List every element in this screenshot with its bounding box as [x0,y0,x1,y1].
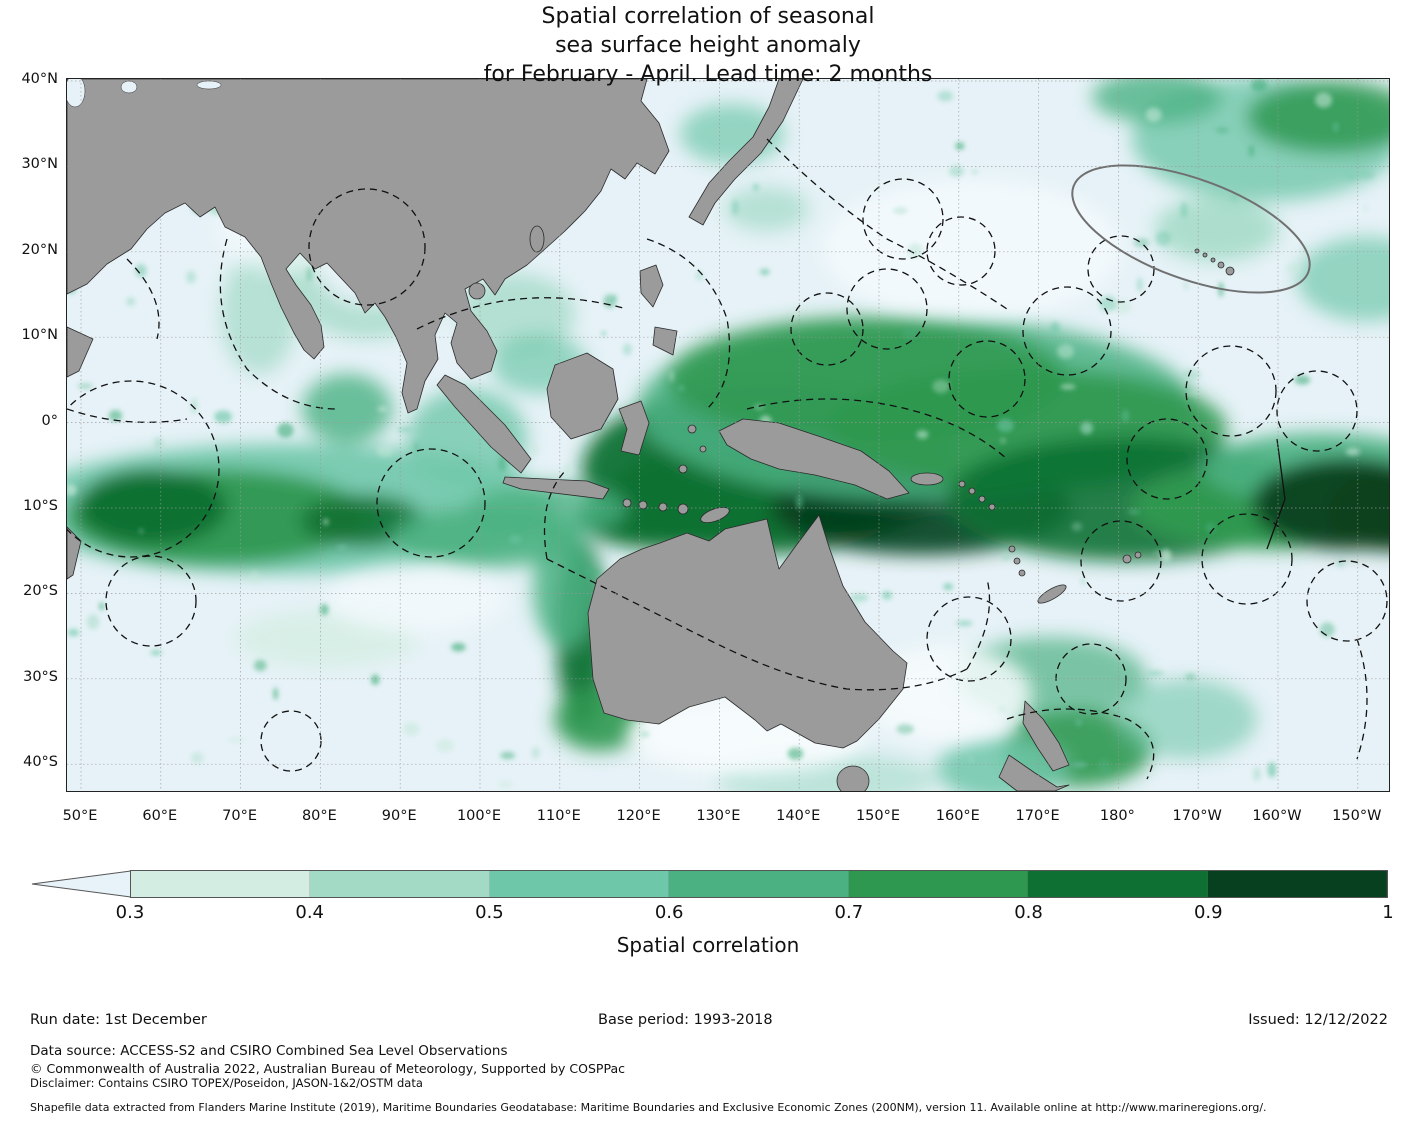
x-tick-label: 160°W [1252,808,1302,824]
y-tick-label: 20°S [23,583,58,600]
colorbar-tick-label: 0.4 [295,902,325,923]
x-tick-label: 120°E [616,808,661,824]
hawaii-eez-outline [1071,164,1311,294]
x-tick-label: 170°E [1015,808,1060,824]
x-tick-label: 130°E [696,808,741,824]
title-line-3: for February - April. Lead time: 2 month… [483,62,933,87]
speckle-texture-layer [67,79,1375,788]
land-sulawesi [618,400,650,456]
x-tick-label: 150°W [1332,808,1382,824]
land-australia [587,514,908,749]
land-java [502,476,610,500]
y-tick-label: 0° [41,412,58,429]
colorbar-segment [669,871,849,897]
x-tick-label: 150°E [855,808,901,824]
land-borneo [546,352,619,440]
land-madagascar [67,526,82,580]
colorbar: 0.3 0.4 0.5 0.6 0.7 0.8 0.9 1 [30,870,1394,923]
y-tick-label: 30°S [23,668,58,685]
colorbar-segment [131,871,311,897]
land-tasmania [836,765,870,791]
colorbar-min-arrow [31,870,131,898]
data-source-text: Data source: ACCESS-S2 and CSIRO Combine… [30,1043,508,1059]
y-tick-label: 10°S [23,498,58,514]
land-layer [67,79,1235,791]
x-tick-label: 180° [1099,808,1135,824]
colorbar-segment [848,871,1029,897]
issued-date-text: Issued: 12/12/2022 [1248,1012,1388,1028]
x-tick-label: 110°E [536,808,581,824]
land-asia [67,79,670,414]
colorbar-tick-label: 0.8 [1014,902,1043,923]
colorbar-tick-label: 0.5 [475,902,504,923]
land-nz-north-island [1022,700,1070,772]
colorbar-tick-label: 0.6 [654,902,684,923]
graticule-layer [67,79,1389,791]
y-tick-label: 10°N [21,327,58,344]
colorbar-segment [1028,871,1208,897]
colorbar-segment [489,871,670,897]
x-tick-label: 160°E [935,808,980,824]
title-line-1: Spatial correlation of seasonal [541,4,875,29]
land-new-britain [910,472,944,486]
land-sumatra [436,374,532,474]
colorbar-segments [130,870,1388,898]
colorbar-segment [1207,871,1387,897]
x-tick-label: 60°E [142,808,178,824]
land-new-guinea [718,418,910,500]
colorbar-tick-label: 0.3 [115,902,145,923]
lake-caspian [67,79,86,108]
x-tick-label: 100°E [456,808,502,824]
colorbar-tick-label: 0.9 [1193,902,1223,923]
map-canvas [67,79,1389,791]
land-horn-of-africa [67,326,94,378]
land-luzon [639,264,664,308]
x-tick-label: 140°E [776,808,821,824]
colorbar-tick-label: 0.7 [834,902,864,923]
base-period-text: Base period: 1993-2018 [598,1012,773,1028]
lake-balkhash [196,80,222,90]
land-taiwan [529,225,545,253]
y-tick-label: 40°S [23,754,58,771]
y-tick-label: 30°N [21,156,58,173]
colorbar-segment [310,871,490,897]
x-tick-label: 50°E [62,808,98,824]
y-tick-label: 40°N [21,71,58,87]
x-tick-label: 80°E [301,808,337,824]
x-tick-label: 90°E [381,808,417,824]
disclaimer-text: Disclaimer: Contains CSIRO TOPEX/Poseido… [30,1076,423,1090]
land-hainan [468,282,486,300]
land-japan [688,79,804,226]
land-timor [700,506,730,524]
x-tick-label: 70°E [222,808,258,824]
x-tick-label: 170°W [1172,808,1222,824]
colorbar-label: Spatial correlation [616,933,800,957]
eez-boundary-layer [67,138,1388,780]
land-new-caledonia [1037,584,1067,604]
land-mindanao [652,326,678,356]
shapefile-note-text: Shapefile data extracted from Flanders M… [30,1101,1267,1114]
chart-title: Spatial correlation of seasonal sea surf… [0,2,1416,89]
colorbar-tick-label: 1 [1382,902,1394,923]
copyright-text: © Commonwealth of Australia 2022, Austra… [30,1061,625,1076]
run-date-text: Run date: 1st December [30,1012,207,1028]
lake-aral [120,80,138,94]
y-tick-label: 20°N [21,241,58,258]
map-plot-area [66,78,1390,792]
title-line-2: sea surface height anomaly [555,33,861,58]
